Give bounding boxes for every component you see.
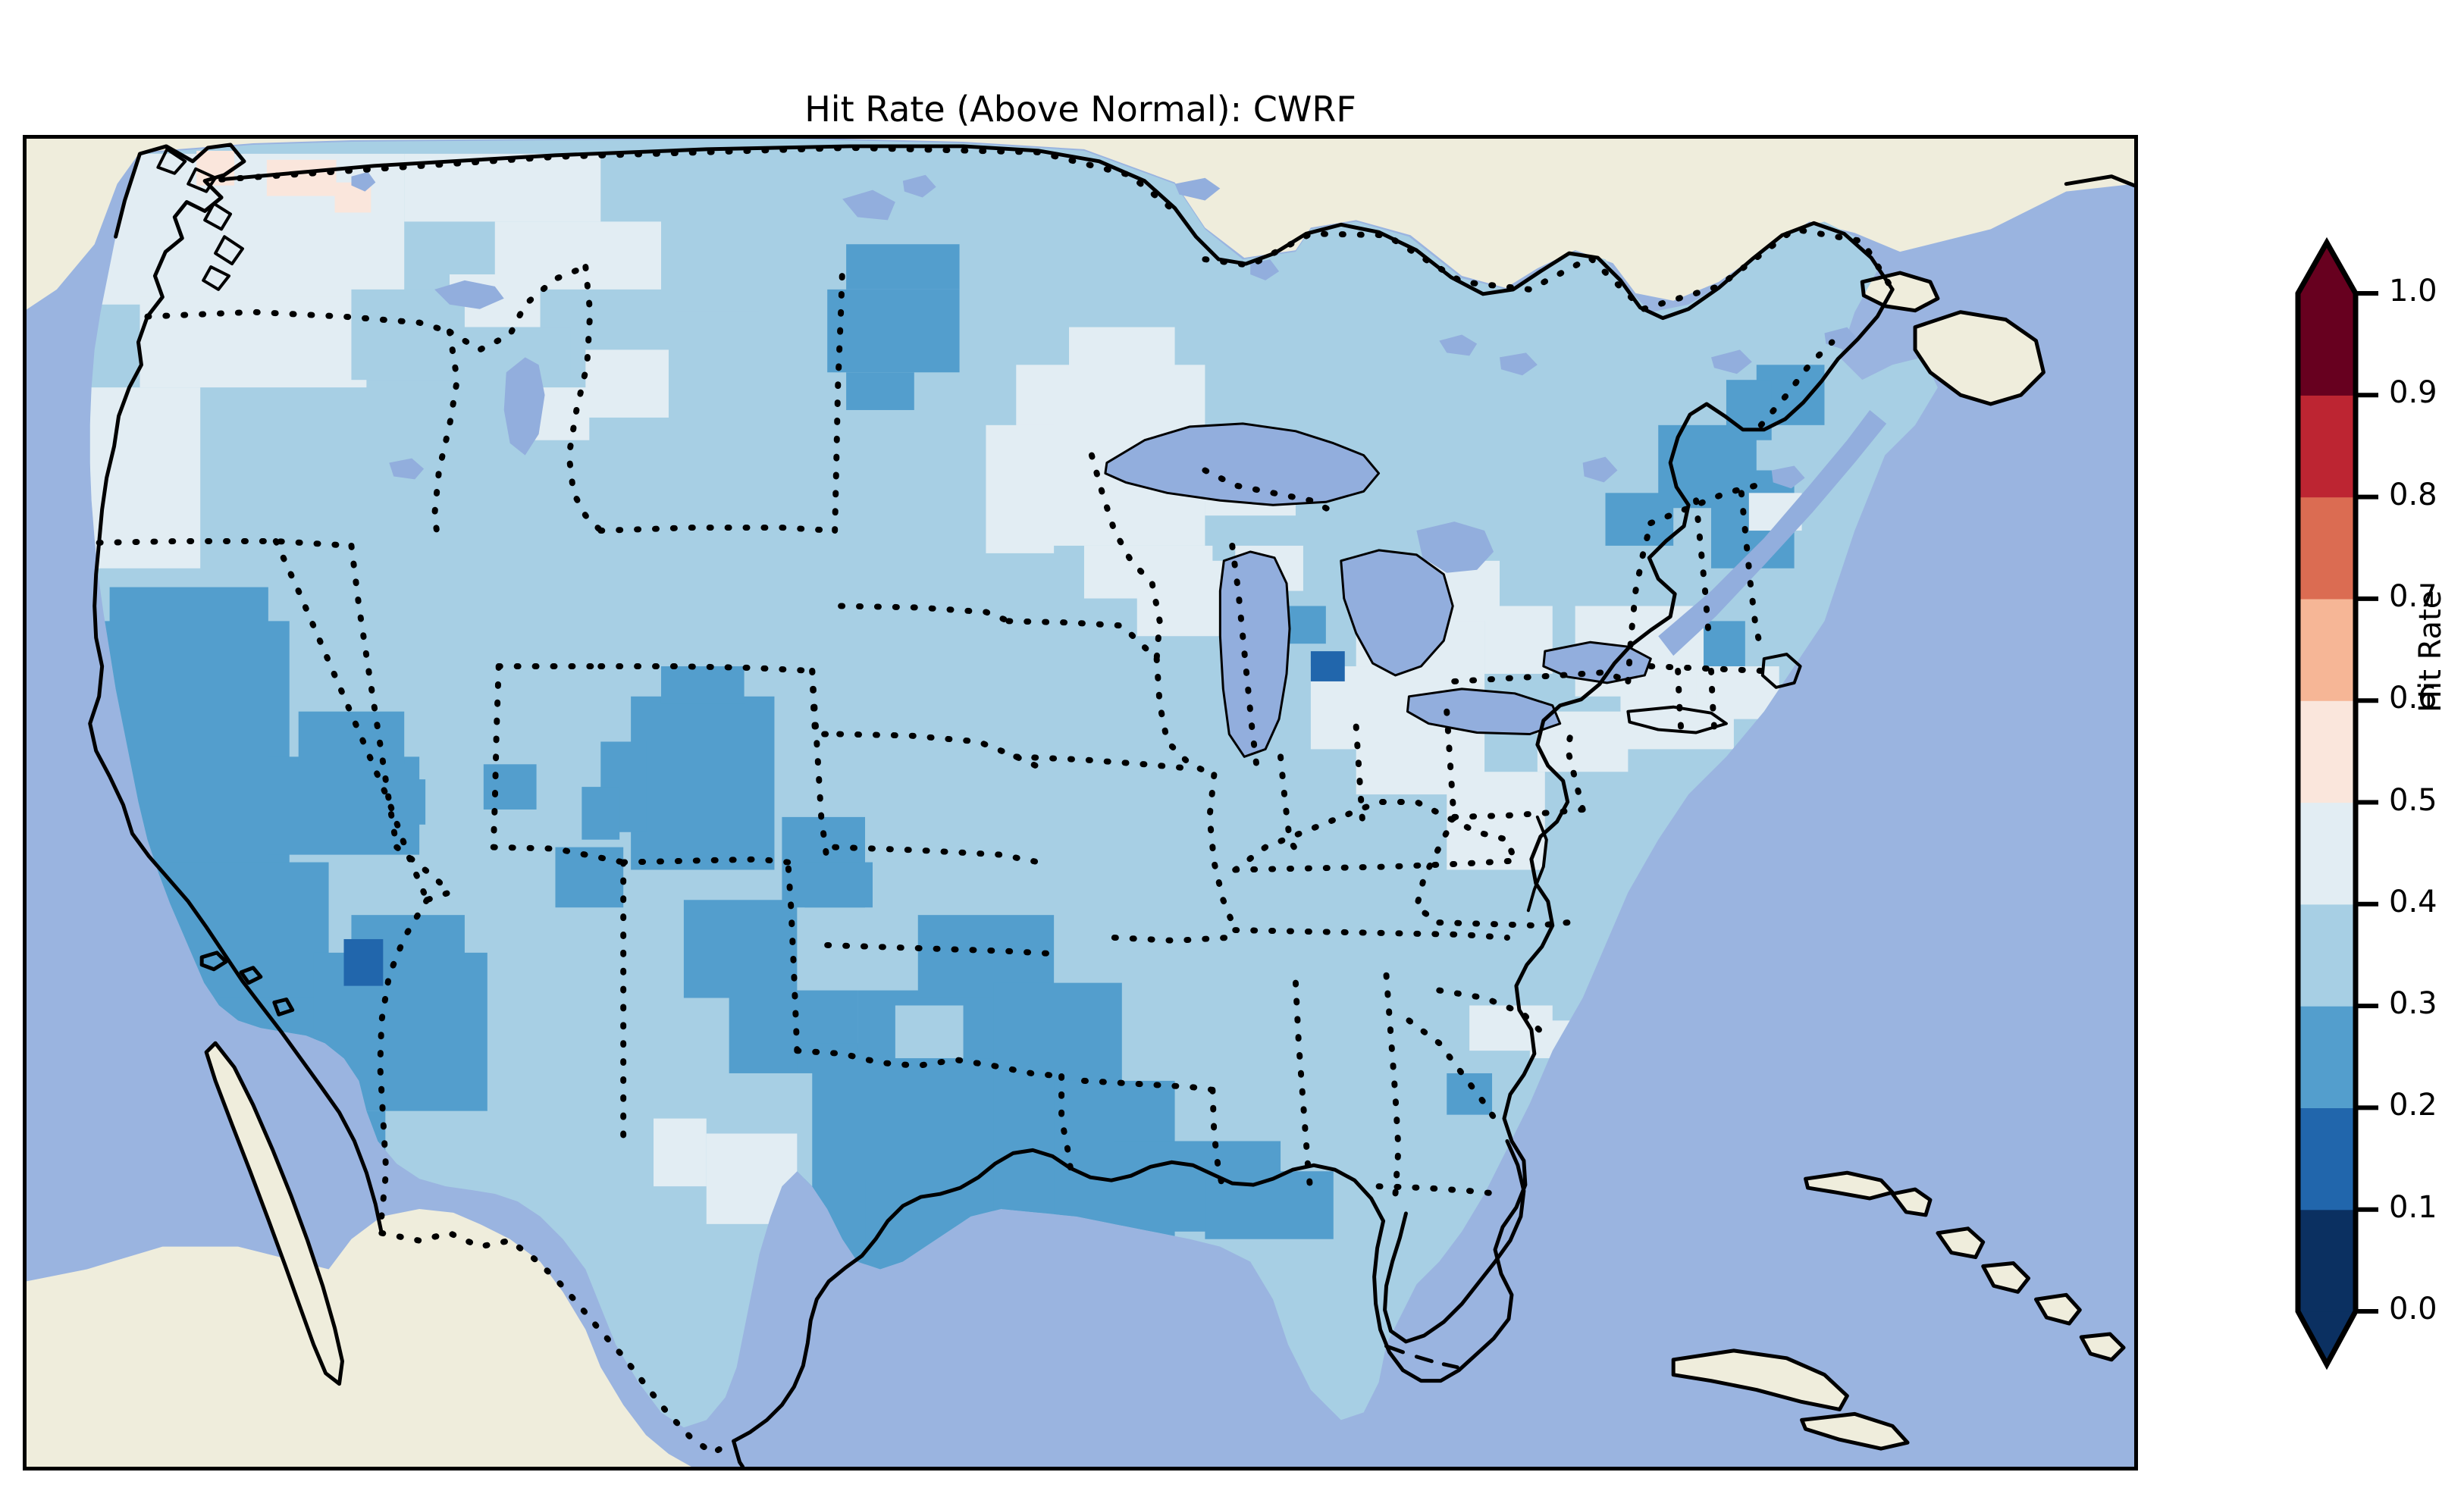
colorbar-tick-label: 0.8 [2389,477,2437,512]
colorbar-tick-label: 0.2 [2389,1088,2437,1123]
colorbar-band [2298,496,2356,600]
colorbar-tick-label: 0.0 [2389,1292,2437,1326]
colorbar-tick-label: 0.7 [2389,578,2437,614]
colorbar-tick-label: 0.3 [2389,986,2437,1022]
colorbar-band [2298,1006,2356,1108]
map-canvas [27,139,2134,1467]
colorbar-band [2298,1107,2356,1211]
colorbar: 0.0 0.1 0.2 0.3 0.4 0.5 0.6 0.7 0.8 0.9 1.0 Hit Ra… [2263,227,2464,1387]
colorbar-ticks [2356,291,2378,1314]
colorbar-band [2298,1209,2356,1312]
colorbar-band [2298,904,2356,1007]
colorbar-tick-label: 0.4 [2389,884,2437,919]
coastline-layer [88,143,2134,1467]
state-borders-layer [96,144,1896,1457]
colorbar-band [2298,700,2356,803]
foreign-landmass-layer [27,139,2134,1467]
colorbar-band [2298,802,2356,905]
colorbar-extend-low [2298,1311,2356,1364]
colorbar-extend-high [2298,243,2356,293]
colorbar-bands [2298,243,2356,1364]
colorbar-tick-label: 0.1 [2389,1189,2437,1225]
colorbar-tick-label: 0.6 [2389,681,2437,716]
colorbar-band [2298,598,2356,701]
colorbar-tick-label: 1.0 [2389,274,2437,309]
title-line-1: Hit Rate (Above Normal): CWRF [804,88,1356,130]
colorbar-band [2298,293,2356,396]
colorbar-tick-label: 0.5 [2389,782,2437,818]
colorbar-axis-label: Hit Rate [2413,590,2448,713]
colorbar-band [2298,395,2356,498]
colorbar-tick-label: 0.9 [2389,375,2437,411]
map-plot-area [23,135,2138,1471]
colorbar-svg [2295,236,2378,1370]
